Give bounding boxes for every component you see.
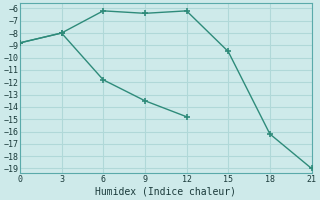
X-axis label: Humidex (Indice chaleur): Humidex (Indice chaleur) xyxy=(95,187,236,197)
